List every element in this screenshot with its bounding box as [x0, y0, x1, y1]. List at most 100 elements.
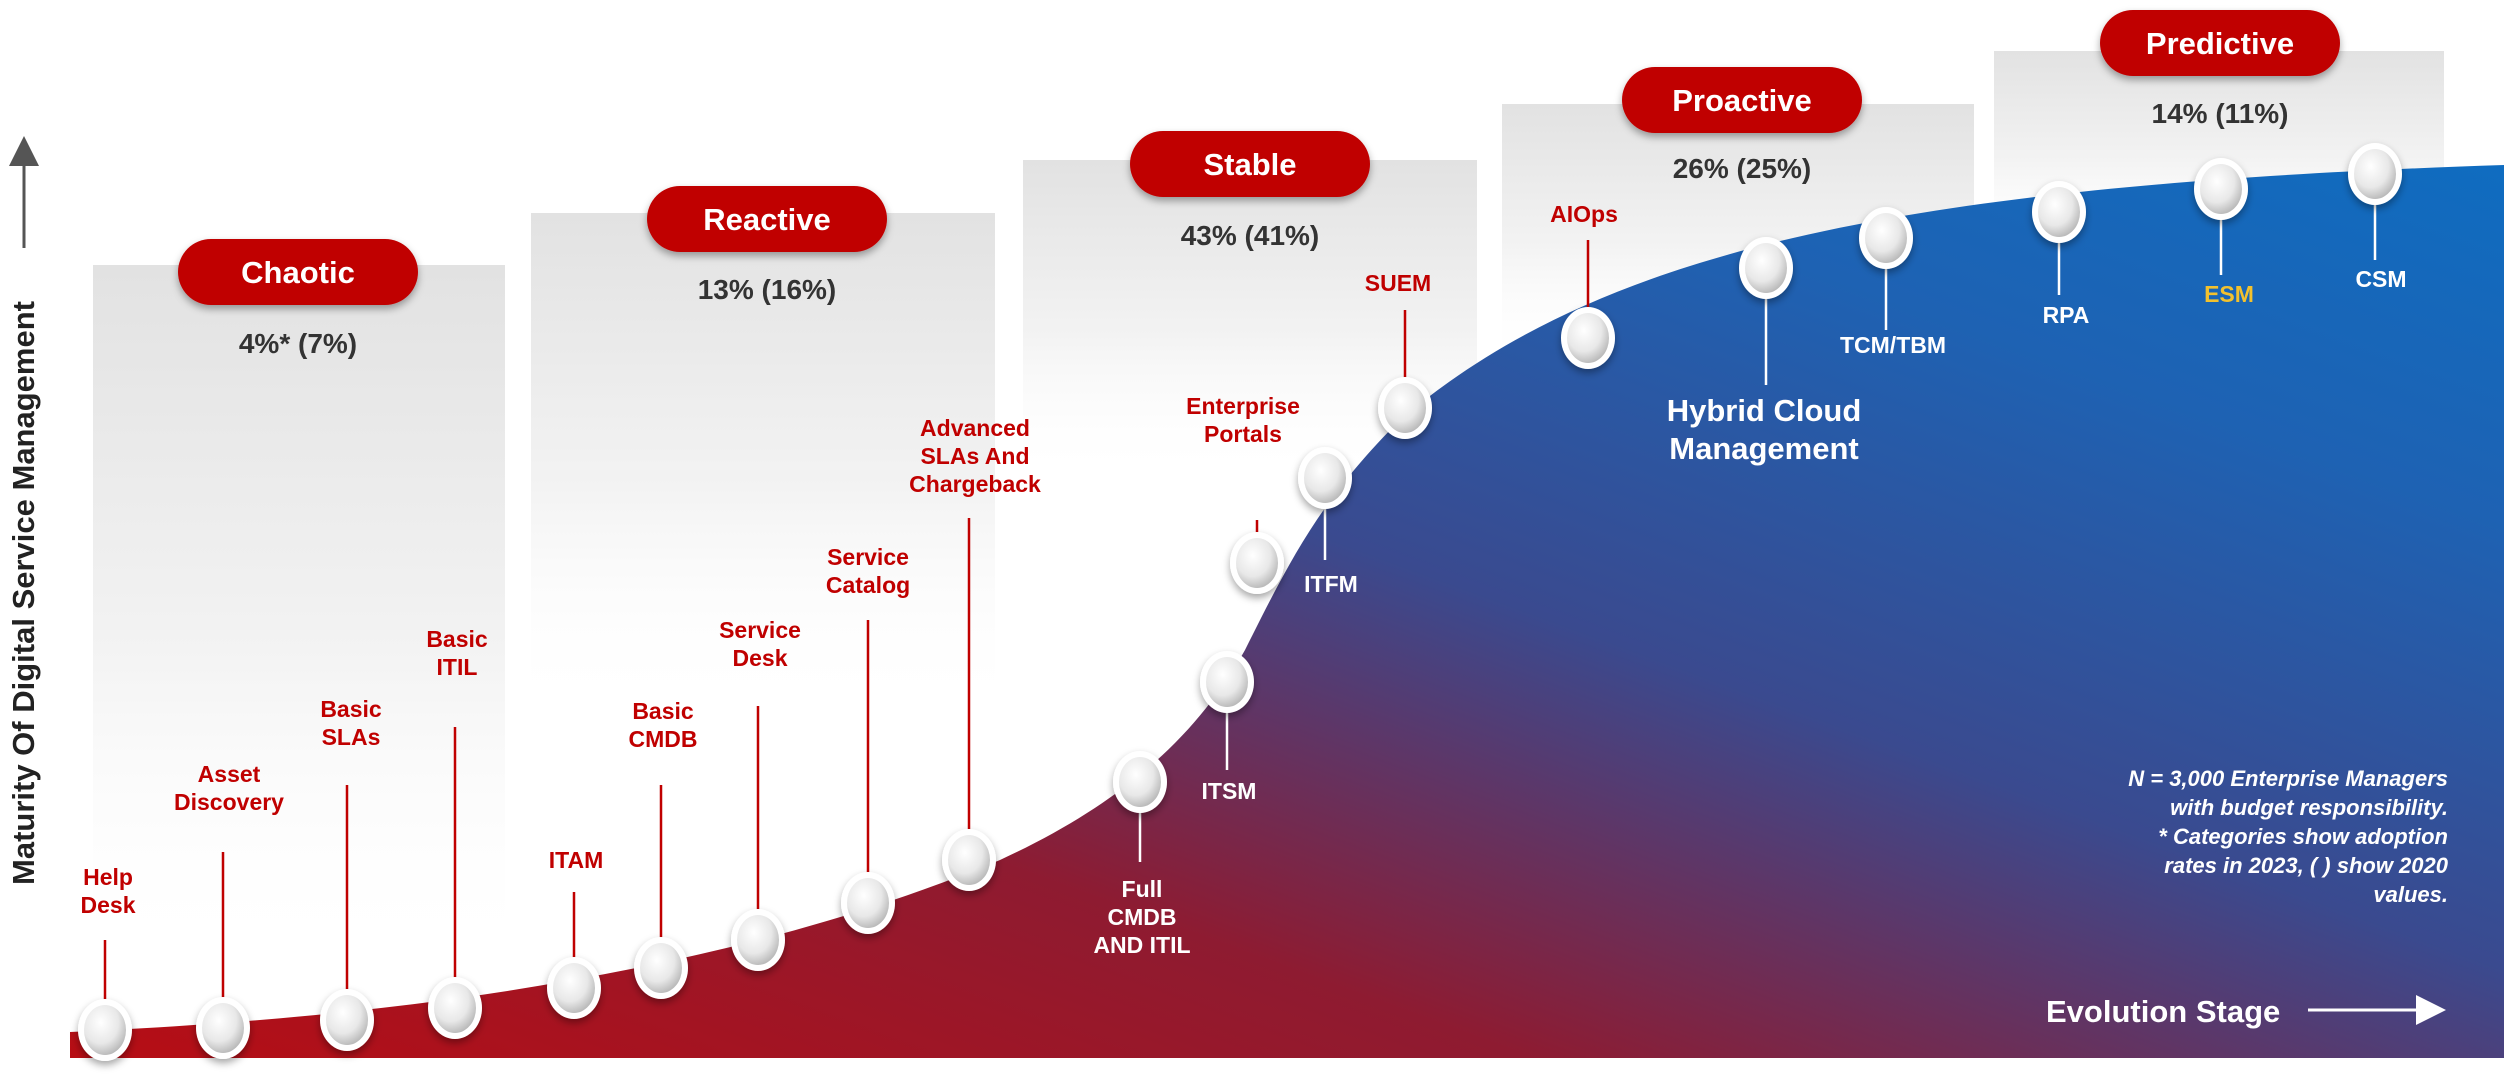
note-text: N = 3,000 Enterprise Managers with budget…	[2128, 766, 2449, 907]
label-line: Management	[1669, 431, 1858, 466]
label-line: Help	[83, 864, 133, 890]
stage-name: Chaotic	[241, 255, 355, 290]
label-line: Full	[1122, 876, 1163, 902]
label-line: Portals	[1204, 421, 1282, 447]
stage-name: Predictive	[2146, 26, 2294, 61]
advanced-slas-and-chargeback-node	[942, 829, 996, 891]
service-catalog-node	[841, 872, 895, 934]
basic-slas-label: Basic SLAs	[320, 696, 382, 750]
label-line: TCM/TBM	[1840, 332, 1946, 358]
stage-adoption: 14% (11%)	[2152, 98, 2289, 129]
stage-pill-reactive: Reactive	[647, 186, 887, 252]
label-line: SLAs And	[920, 443, 1029, 469]
service-desk-label: Service Desk	[719, 617, 801, 671]
label-line: Desk	[733, 645, 788, 671]
asset-discovery-node	[196, 997, 250, 1059]
stage-adoption: 26% (25%)	[1673, 153, 1812, 184]
label-line: ITIL	[437, 654, 478, 680]
itfm-label: ITFM	[1304, 571, 1358, 597]
itam-node	[547, 957, 601, 1019]
rpa-node	[2032, 181, 2086, 243]
itsm-node	[1200, 651, 1254, 713]
stage-pill-proactive: Proactive	[1622, 67, 1862, 133]
label-line: ITSM	[1202, 778, 1257, 804]
note-line: values.	[2373, 882, 2448, 907]
rpa-label: RPA	[2043, 302, 2090, 328]
enterprise-portals-label: Enterprise Portals	[1186, 393, 1300, 447]
advanced-slas-and-chargeback-label: Advanced SLAs And Chargeback	[909, 415, 1041, 497]
hybrid-cloud-management-node	[1739, 237, 1793, 299]
suem-node	[1378, 377, 1432, 439]
label-line: Basic	[426, 626, 488, 652]
csm-label: CSM	[2355, 266, 2406, 292]
hybrid-cloud-management-label: Hybrid Cloud Management	[1667, 393, 1862, 466]
label-line: Asset	[198, 761, 261, 787]
basic-itil-node	[428, 977, 482, 1039]
aiops-node	[1561, 307, 1615, 369]
survey-note: N = 3,000 Enterprise Managers with budget…	[2128, 766, 2449, 907]
label-line: Hybrid Cloud	[1667, 393, 1862, 428]
maturity-curve	[70, 165, 2504, 1058]
basic-cmdb-label: Basic CMDB	[629, 698, 698, 752]
x-axis-label: Evolution Stage	[2046, 994, 2280, 1029]
stage-panel-chaotic	[93, 265, 505, 965]
tcm-tbm-label: TCM/TBM	[1840, 332, 1946, 358]
stage-name: Stable	[1203, 147, 1296, 182]
label-line: AIOps	[1550, 201, 1618, 227]
stage-pill-chaotic: Chaotic	[178, 239, 418, 305]
label-line: ESM	[2204, 281, 2254, 307]
label-line: Chargeback	[909, 471, 1041, 497]
label-line: Desk	[81, 892, 136, 918]
help-desk-label: Help Desk	[81, 864, 136, 918]
stage-name: Reactive	[703, 202, 831, 237]
stage-pill-stable: Stable	[1130, 131, 1370, 197]
service-catalog-label: Service Catalog	[826, 544, 910, 598]
help-desk-node	[78, 999, 132, 1061]
basic-itil-label: Basic ITIL	[426, 626, 488, 680]
tcm-tbm-node	[1859, 207, 1913, 269]
label-line: RPA	[2043, 302, 2090, 328]
y-axis-label: Maturity Of Digital Service Management	[6, 301, 41, 885]
suem-label: SUEM	[1365, 270, 1431, 296]
label-line: AND ITIL	[1093, 932, 1190, 958]
stage-adoption: 43% (41%)	[1181, 220, 1320, 251]
itsm-label: ITSM	[1202, 778, 1257, 804]
full-cmdb-and-itil-label: Full CMDB AND ITIL	[1093, 876, 1190, 958]
label-line: Enterprise	[1186, 393, 1300, 419]
label-line: SUEM	[1365, 270, 1431, 296]
label-line: SLAs	[322, 724, 381, 750]
stage-adoption: 4%* (7%)	[239, 328, 357, 359]
label-line: Service	[719, 617, 801, 643]
stage-name: Proactive	[1672, 83, 1812, 118]
label-line: Basic	[320, 696, 382, 722]
label-line: CMDB	[629, 726, 698, 752]
label-line: Discovery	[174, 789, 284, 815]
itfm-node	[1298, 447, 1352, 509]
label-line: ITFM	[1304, 571, 1358, 597]
label-line: Service	[827, 544, 909, 570]
csm-node	[2348, 143, 2402, 205]
note-line: rates in 2023, ( ) show 2020	[2164, 853, 2448, 878]
label-line: Catalog	[826, 572, 910, 598]
enterprise-portals-node	[1230, 532, 1284, 594]
stage-pill-predictive: Predictive	[2100, 10, 2340, 76]
note-line: * Categories show adoption	[2158, 824, 2448, 849]
label-line: ITAM	[549, 847, 604, 873]
label-line: Basic	[632, 698, 694, 724]
label-line: CSM	[2355, 266, 2406, 292]
label-line: Advanced	[920, 415, 1030, 441]
stage-adoption: 13% (16%)	[698, 274, 837, 305]
full-cmdb-and-itil-node	[1113, 751, 1167, 813]
basic-cmdb-node	[634, 937, 688, 999]
aiops-label: AIOps	[1550, 201, 1618, 227]
asset-discovery-label: Asset Discovery	[174, 761, 284, 815]
itam-label: ITAM	[549, 847, 604, 873]
esm-node	[2194, 158, 2248, 220]
note-line: N = 3,000 Enterprise Managers	[2128, 766, 2448, 791]
service-desk-node	[731, 909, 785, 971]
stage-panel-reactive	[531, 213, 995, 713]
esm-label: ESM	[2204, 281, 2254, 307]
basic-slas-node	[320, 989, 374, 1051]
label-line: CMDB	[1108, 904, 1177, 930]
